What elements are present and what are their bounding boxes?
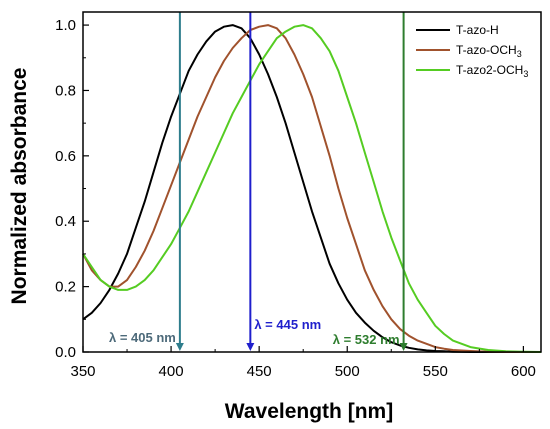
- legend-label-0: T-azo-H: [456, 23, 499, 37]
- series-line-0: [82, 24, 541, 353]
- x-axis-ticks: 350 400 450 500 550 600: [70, 346, 536, 380]
- y-tick-label: 0.6: [55, 148, 76, 165]
- x-axis-title: Wavelength [nm]: [225, 400, 393, 423]
- plot-frame: [82, 11, 542, 353]
- y-tick-label: 0.4: [55, 213, 76, 230]
- y-tick-label: 0.8: [55, 82, 76, 99]
- legend-label-subscript: 3: [523, 69, 528, 79]
- legend-label-main: T-azo2-OCH: [456, 63, 523, 77]
- y-axis-ticks: 0.0 0.2 0.4 0.6 0.8 1.0: [55, 17, 89, 361]
- marker-label-2: λ = 532 nm: [333, 332, 400, 347]
- legend-label-main: T-azo-OCH: [456, 43, 517, 57]
- marker-label-1: λ = 445 nm: [254, 317, 321, 332]
- y-tick-label: 0.2: [55, 279, 76, 296]
- marker-arrowhead-2: [399, 343, 408, 351]
- plot-lines: [82, 24, 542, 353]
- wavelength-markers: λ = 405 nm λ = 445 nm λ = 532 nm: [109, 12, 408, 351]
- marker-label-0: λ = 405 nm: [109, 330, 176, 345]
- x-tick-label: 550: [423, 363, 448, 380]
- legend-label-main: T-azo-H: [456, 23, 499, 37]
- x-tick-label: 350: [70, 363, 95, 380]
- y-axis-title: Normalized absorbance: [8, 68, 31, 305]
- marker-arrowhead-0: [175, 343, 184, 351]
- legend-label-subscript: 3: [517, 49, 522, 59]
- y-tick-label: 1.0: [55, 17, 76, 34]
- x-tick-label: 400: [159, 363, 184, 380]
- x-tick-label: 600: [511, 363, 536, 380]
- series-line-1: [82, 24, 541, 353]
- y-tick-label: 0.0: [55, 344, 76, 361]
- x-tick-label: 500: [335, 363, 360, 380]
- series-line-2: [82, 24, 542, 353]
- x-tick-label: 450: [247, 363, 272, 380]
- marker-arrowhead-1: [246, 343, 255, 351]
- legend-label-1: T-azo-OCH3: [456, 43, 522, 59]
- legend-label-2: T-azo2-OCH3: [456, 63, 528, 79]
